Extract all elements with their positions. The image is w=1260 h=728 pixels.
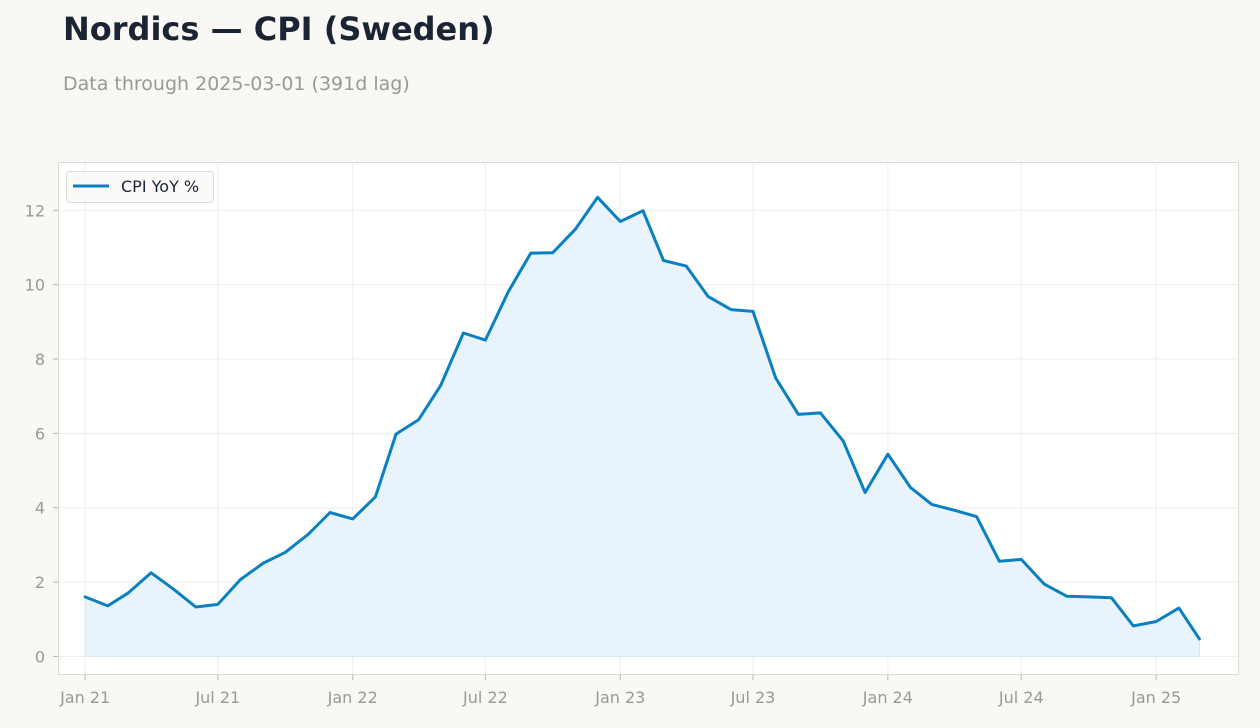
y-tick-label: 10 (25, 276, 45, 295)
x-axis: Jan 21 Jul 21 Jan 22 Jul 22 Jan 23 Jul 23 Jan … (59, 675, 1181, 707)
y-tick-label: 12 (25, 201, 45, 220)
plot-frame (58, 162, 1239, 675)
x-tick-label: Jul 21 (194, 688, 240, 707)
x-tick-label: Jan 24 (862, 688, 913, 707)
y-axis: 0 2 4 6 8 10 12 (25, 201, 58, 666)
legend-label-cpi: CPI YoY % (121, 177, 199, 196)
y-tick-label: 8 (35, 350, 45, 369)
legend: CPI YoY % (66, 171, 214, 203)
x-tick-label: Jan 23 (594, 688, 645, 707)
x-tick-label: Jul 23 (730, 688, 776, 707)
y-tick-label: 0 (35, 647, 45, 666)
x-tick-label: Jul 24 (998, 688, 1044, 707)
legend-box (66, 171, 214, 203)
y-tick-label: 4 (35, 499, 45, 518)
x-tick-label: Jan 22 (327, 688, 378, 707)
chart-subtitle: Data through 2025-03-01 (391d lag) (63, 73, 410, 95)
chart-title: Nordics — CPI (Sweden) (63, 10, 495, 48)
x-tick-label: Jan 21 (59, 688, 110, 707)
y-tick-label: 6 (35, 424, 45, 443)
x-tick-label: Jul 22 (462, 688, 508, 707)
cpi-series-line (83, 195, 1201, 641)
y-tick-label: 2 (35, 573, 45, 592)
x-tick-label: Jan 25 (1130, 688, 1181, 707)
